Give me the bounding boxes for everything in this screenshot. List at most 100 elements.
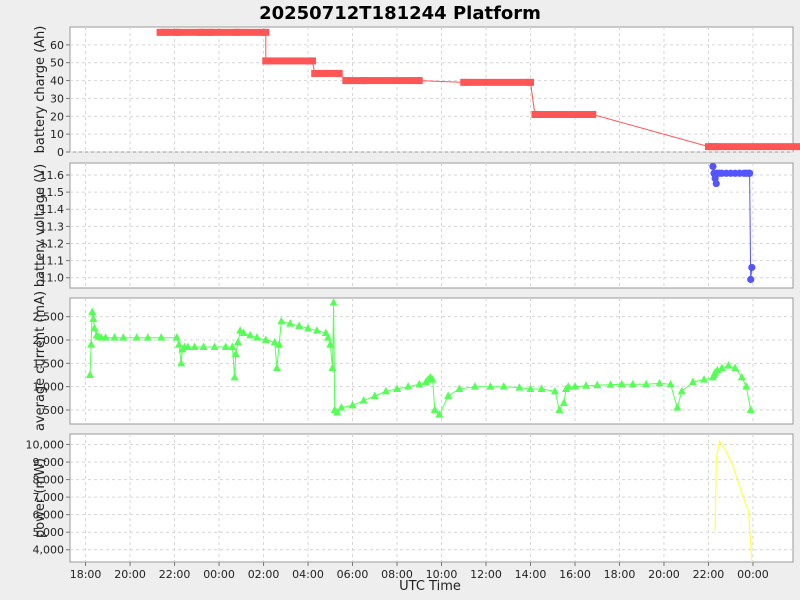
point-current-71 [555, 405, 564, 413]
point-current-78 [606, 380, 615, 388]
point-current-92 [717, 363, 726, 371]
point-current-0 [86, 370, 95, 378]
point-current-84 [673, 403, 682, 411]
x-tick-label-13: 20:00 [648, 568, 680, 581]
y-tick-label-voltage-1: 11.1 [40, 255, 65, 268]
point-current-67 [515, 383, 524, 391]
point-current-53 [393, 384, 402, 392]
point-current-26 [231, 349, 240, 357]
x-tick-label-6: 06:00 [337, 568, 369, 581]
charge-segment-15 [463, 78, 532, 86]
charge-segment-1 [165, 28, 178, 36]
point-current-2 [88, 307, 97, 315]
point-current-59 [428, 375, 437, 383]
point-charge-0 [156, 28, 164, 36]
point-current-75 [570, 382, 579, 390]
y-tick-label-voltage-5: 11.5 [40, 186, 65, 199]
y-tick-label-power-0: 4,000 [33, 544, 65, 557]
point-current-80 [628, 379, 637, 388]
point-current-32 [261, 335, 270, 343]
x-tick-label-8: 10:00 [426, 568, 458, 581]
point-current-47 [332, 407, 341, 416]
y-tick-label-charge-0: 0 [57, 146, 64, 159]
point-current-16 [177, 358, 186, 367]
y-tick-label-charge-6: 60 [50, 39, 64, 52]
point-current-9 [110, 333, 119, 341]
point-charge-1 [162, 28, 170, 36]
point-current-63 [455, 384, 464, 392]
charge-segment-10 [325, 69, 341, 77]
point-current-62 [444, 391, 453, 399]
point-charge-15 [460, 78, 468, 86]
point-charge-19 [589, 111, 597, 118]
point-charge-18 [582, 111, 590, 118]
point-charge-12 [342, 77, 350, 85]
x-tick-label-0: 18:00 [70, 568, 102, 581]
point-current-85 [677, 386, 686, 395]
x-tick-label-12: 18:00 [604, 568, 636, 581]
point-current-31 [252, 333, 261, 341]
point-current-1 [87, 340, 96, 348]
point-current-14 [172, 333, 181, 341]
point-current-82 [655, 378, 664, 387]
point-current-30 [246, 330, 255, 339]
y-tick-label-voltage-0: 11.0 [40, 272, 65, 285]
plot-area-power [69, 433, 794, 563]
x-tick-label-5: 04:00 [292, 568, 324, 581]
point-voltage-3 [712, 179, 720, 188]
point-current-38 [295, 321, 304, 329]
charge-segment-12 [345, 77, 365, 85]
y-tick-label-charge-4: 40 [50, 75, 64, 88]
point-current-24 [228, 342, 237, 350]
point-voltage-14 [746, 169, 754, 177]
plot-area-voltage [69, 162, 794, 289]
point-current-72 [559, 398, 568, 406]
charge-segment-9 [314, 69, 327, 77]
y-tick-label-charge-1: 10 [50, 128, 64, 141]
point-current-13 [157, 333, 166, 341]
point-current-12 [143, 333, 152, 341]
y-tick-label-charge-5: 50 [50, 57, 64, 70]
y-tick-label-voltage-6: 11.6 [40, 169, 65, 182]
point-current-43 [326, 340, 335, 348]
point-current-79 [617, 379, 626, 388]
point-current-70 [550, 386, 559, 395]
point-current-15 [175, 340, 184, 348]
point-charge-3 [197, 28, 205, 36]
x-tick-label-3: 00:00 [203, 568, 235, 581]
point-charge-5 [233, 28, 241, 36]
x-tick-label-9: 12:00 [470, 568, 502, 581]
point-current-36 [277, 316, 286, 325]
point-current-60 [430, 405, 439, 413]
y-tick-label-current-3: 2,000 [33, 334, 65, 347]
point-current-21 [199, 342, 208, 350]
x-axis-label: UTC Time [399, 579, 461, 594]
point-charge-13 [360, 77, 368, 85]
x-tick-label-14: 22:00 [693, 568, 725, 581]
point-charge-10 [322, 69, 330, 77]
point-current-77 [593, 380, 602, 389]
point-current-93 [724, 361, 733, 369]
point-charge-4 [206, 28, 214, 36]
point-current-20 [190, 342, 199, 350]
point-current-22 [210, 342, 219, 350]
point-charge-2 [173, 28, 181, 36]
charge-segment-7 [265, 57, 314, 65]
y-tick-label-voltage-3: 11.3 [40, 220, 65, 233]
y-tick-label-power-3: 7,000 [33, 491, 65, 504]
point-voltage-15 [747, 275, 755, 284]
y-tick-label-power-6: 10,000 [26, 439, 65, 452]
point-current-55 [415, 379, 424, 388]
point-current-74 [564, 382, 573, 390]
point-charge-6 [262, 28, 270, 36]
y-axis-label-charge: battery charge (Ah) [33, 26, 48, 154]
x-tick-label-11: 16:00 [559, 568, 591, 581]
charge-segment-2 [176, 28, 203, 36]
point-current-35 [275, 340, 284, 348]
point-current-4 [90, 323, 99, 332]
point-current-11 [132, 333, 141, 341]
